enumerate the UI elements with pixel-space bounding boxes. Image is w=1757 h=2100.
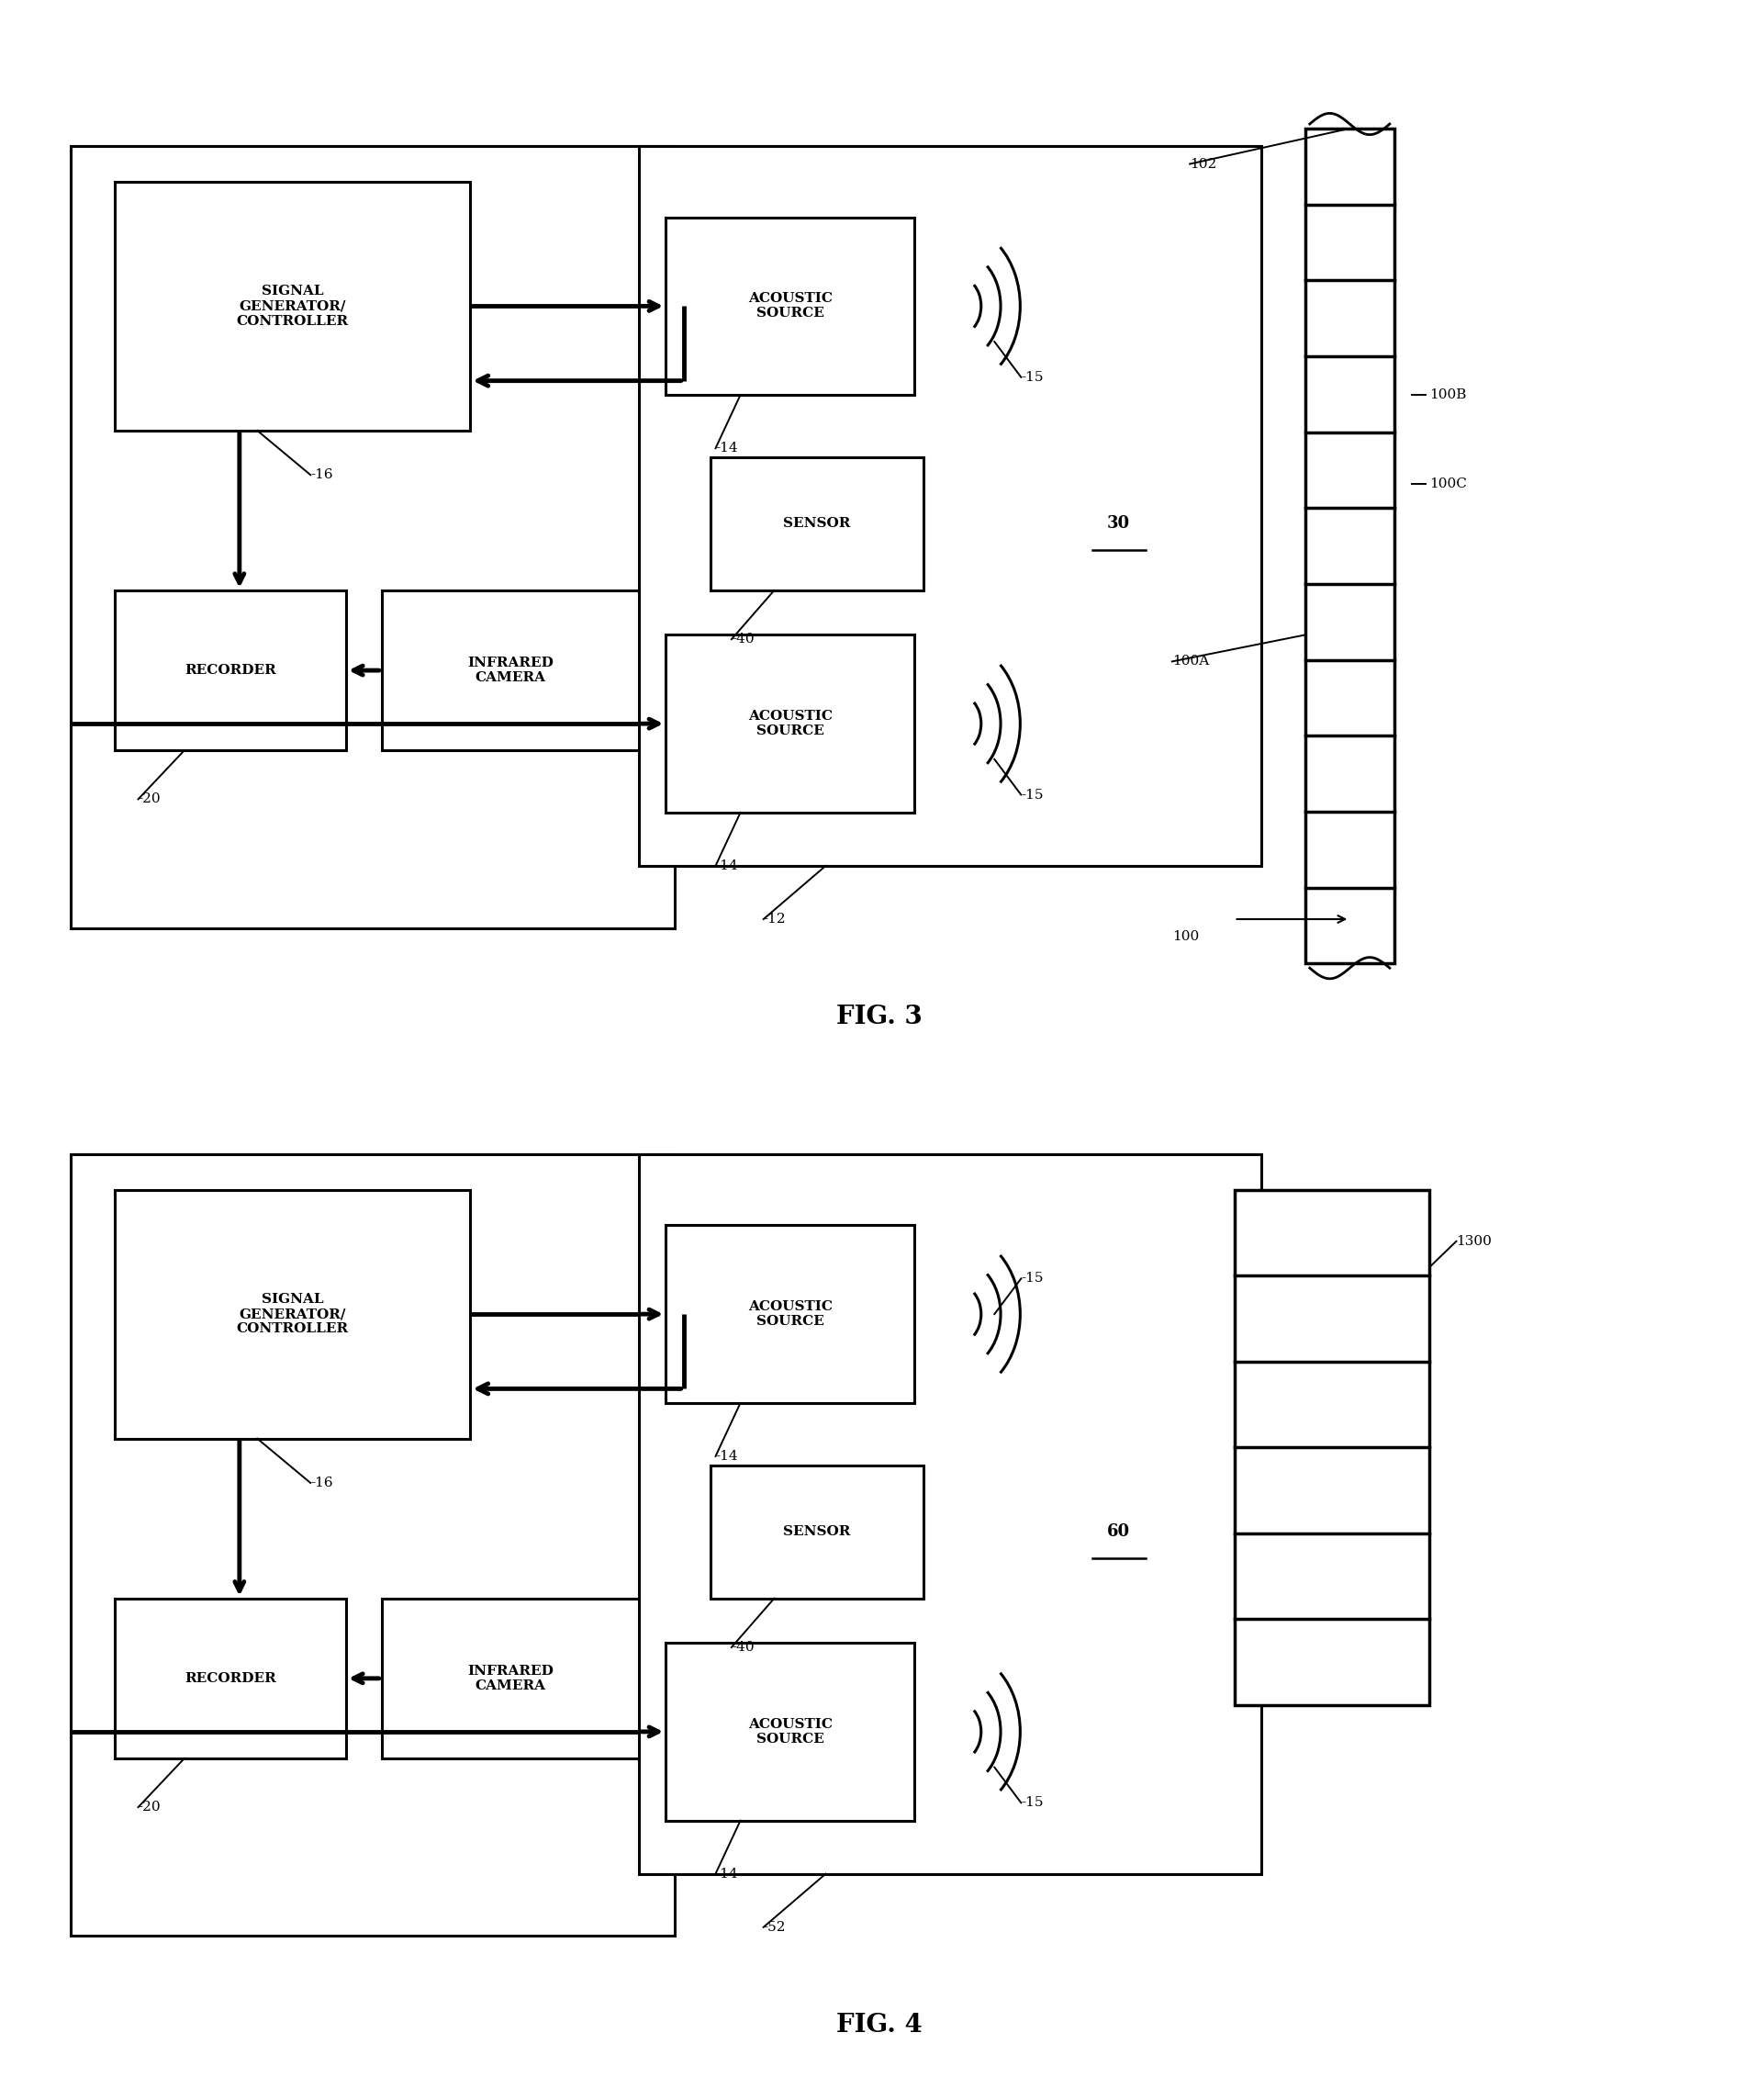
Text: 1300: 1300 [1455, 1235, 1492, 1247]
Text: -40: -40 [731, 1640, 754, 1653]
Bar [381, 590, 640, 750]
Text: -15: -15 [1021, 372, 1044, 384]
Text: 30: 30 [1107, 514, 1130, 531]
Text: -16: -16 [311, 1476, 332, 1489]
Text: FIG. 3: FIG. 3 [836, 1004, 921, 1029]
Bar [70, 147, 675, 928]
Bar [666, 216, 914, 395]
Bar [114, 1598, 346, 1758]
Text: SENSOR: SENSOR [782, 517, 850, 529]
Text: ACOUSTIC
SOURCE: ACOUSTIC SOURCE [747, 292, 831, 319]
Text: 100: 100 [1172, 930, 1198, 943]
Text: -15: -15 [1021, 1796, 1044, 1810]
Bar [666, 1642, 914, 1821]
Bar [640, 1155, 1260, 1873]
Text: 100B: 100B [1428, 388, 1465, 401]
Text: INFRARED
CAMERA: INFRARED CAMERA [467, 1665, 553, 1693]
Bar [114, 183, 471, 430]
Bar [710, 458, 922, 590]
Bar [1233, 1191, 1428, 1705]
Text: -14: -14 [715, 441, 738, 456]
Bar [114, 1191, 471, 1438]
Text: RECORDER: RECORDER [184, 664, 276, 676]
Bar [666, 634, 914, 813]
Text: 102: 102 [1189, 158, 1216, 170]
Text: 60: 60 [1107, 1522, 1130, 1539]
Bar [381, 1598, 640, 1758]
Text: -20: -20 [139, 794, 160, 806]
Text: 100C: 100C [1428, 477, 1467, 489]
Bar [114, 590, 346, 750]
Text: ACOUSTIC
SOURCE: ACOUSTIC SOURCE [747, 1300, 831, 1327]
Bar [640, 147, 1260, 865]
Text: -20: -20 [139, 1802, 160, 1814]
Bar [70, 1155, 675, 1936]
Text: RECORDER: RECORDER [184, 1672, 276, 1684]
Text: -12: -12 [763, 914, 785, 926]
Bar [1305, 128, 1393, 964]
Text: INFRARED
CAMERA: INFRARED CAMERA [467, 657, 553, 685]
Text: 100A: 100A [1172, 655, 1209, 668]
Text: -15: -15 [1021, 1273, 1044, 1285]
Text: -52: -52 [763, 1922, 785, 1934]
Text: -14: -14 [715, 1867, 738, 1880]
Text: SENSOR: SENSOR [782, 1525, 850, 1537]
Text: SIGNAL
GENERATOR/
CONTROLLER: SIGNAL GENERATOR/ CONTROLLER [237, 286, 348, 328]
Text: -16: -16 [311, 468, 332, 481]
Bar [710, 1466, 922, 1598]
Text: -15: -15 [1021, 788, 1044, 802]
Text: SIGNAL
GENERATOR/
CONTROLLER: SIGNAL GENERATOR/ CONTROLLER [237, 1294, 348, 1336]
Bar [666, 1224, 914, 1403]
Text: FIG. 4: FIG. 4 [836, 2012, 921, 2037]
Text: ACOUSTIC
SOURCE: ACOUSTIC SOURCE [747, 710, 831, 737]
Text: -40: -40 [731, 632, 754, 645]
Text: -14: -14 [715, 859, 738, 871]
Text: -14: -14 [715, 1449, 738, 1464]
Text: ACOUSTIC
SOURCE: ACOUSTIC SOURCE [747, 1718, 831, 1745]
